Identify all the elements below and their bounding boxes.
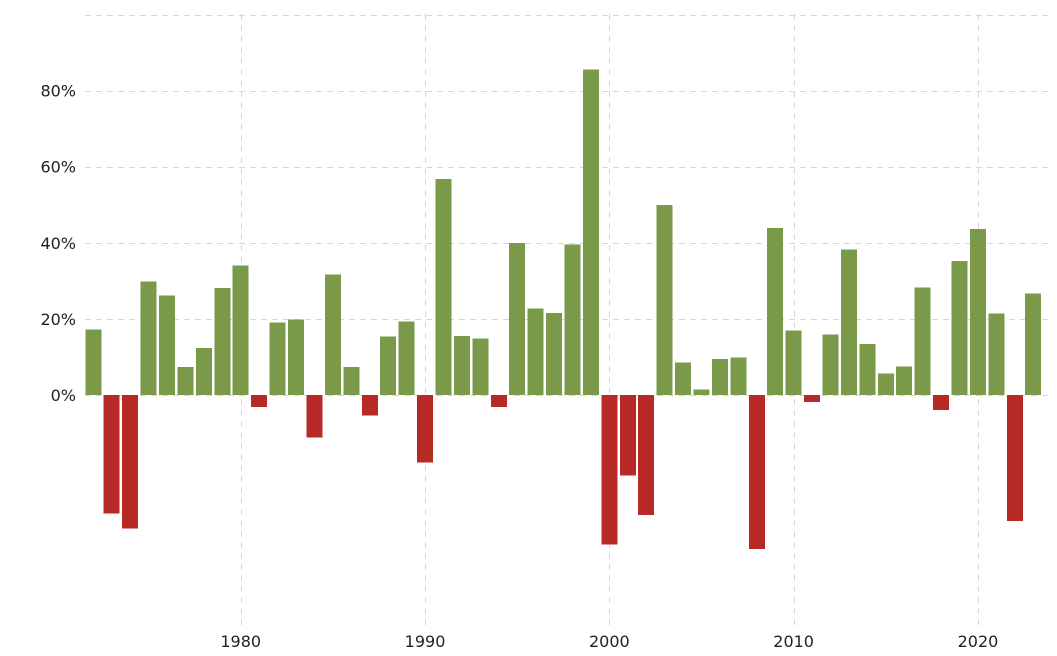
bar-positive	[269, 322, 286, 395]
bar-positive	[785, 330, 802, 395]
bar-positive	[877, 373, 894, 395]
bar-positive	[214, 288, 231, 395]
bar-positive	[288, 319, 304, 395]
y-axis-labels: 0% 20% 40% 60% 80%	[40, 82, 76, 405]
bar-positive	[380, 336, 397, 395]
bar-positive	[1025, 293, 1042, 395]
bar-positive	[914, 287, 931, 395]
bar-negative	[251, 395, 268, 408]
bar-negative	[306, 395, 323, 438]
bar-negative	[638, 395, 655, 515]
bar-positive	[822, 334, 839, 395]
bar-positive	[232, 265, 249, 395]
bar-negative	[417, 395, 433, 463]
bar-negative	[1006, 395, 1023, 521]
y-tick-label: 60%	[40, 158, 76, 177]
x-tick-label: 2010	[773, 632, 814, 651]
bar-negative	[619, 395, 636, 476]
bar-negative	[122, 395, 139, 529]
grid-layer	[85, 14, 1049, 626]
bar-negative	[748, 395, 765, 550]
y-tick-label: 40%	[40, 234, 76, 253]
bar-positive	[177, 367, 194, 395]
bar-positive	[859, 344, 876, 395]
bar-positive	[564, 244, 581, 395]
x-tick-label: 2020	[958, 632, 999, 651]
x-tick-label: 2000	[589, 632, 630, 651]
bar-positive	[693, 389, 710, 395]
bar-positive	[675, 362, 692, 395]
x-tick-label: 1980	[220, 632, 261, 651]
bar-positive	[951, 261, 968, 395]
bar-positive	[398, 321, 415, 395]
y-tick-label: 20%	[40, 310, 76, 329]
bar-positive	[435, 178, 452, 395]
bar-positive	[159, 295, 175, 395]
bar-positive	[509, 243, 526, 395]
bar-positive	[195, 348, 212, 395]
bar-negative	[933, 395, 950, 410]
y-tick-label: 80%	[40, 82, 76, 101]
bar-positive	[140, 281, 157, 395]
bar-positive	[324, 274, 341, 395]
bar-negative	[601, 395, 618, 545]
bar-negative	[103, 395, 120, 514]
y-tick-label: 0%	[51, 386, 76, 405]
bar-positive	[988, 313, 1005, 395]
bar-positive	[840, 249, 857, 395]
bar-positive	[896, 366, 913, 395]
x-tick-label: 1990	[405, 632, 446, 651]
bar-positive	[767, 228, 784, 395]
bar-positive	[453, 336, 470, 395]
bar-negative	[804, 395, 821, 402]
bar-positive	[730, 357, 747, 395]
bar-positive	[85, 329, 102, 395]
bar-negative	[490, 395, 507, 408]
bars-layer	[85, 69, 1042, 550]
bar-positive	[969, 229, 986, 395]
bar-positive	[546, 312, 562, 395]
bar-positive	[343, 366, 360, 395]
bar-positive	[711, 358, 728, 395]
bar-positive	[472, 338, 489, 395]
bar-positive	[656, 204, 673, 396]
bar-positive	[582, 69, 599, 396]
x-axis-labels: 1980 1990 2000 2010 2020	[220, 632, 998, 651]
bar-negative	[361, 395, 378, 416]
bar-positive	[527, 308, 544, 395]
